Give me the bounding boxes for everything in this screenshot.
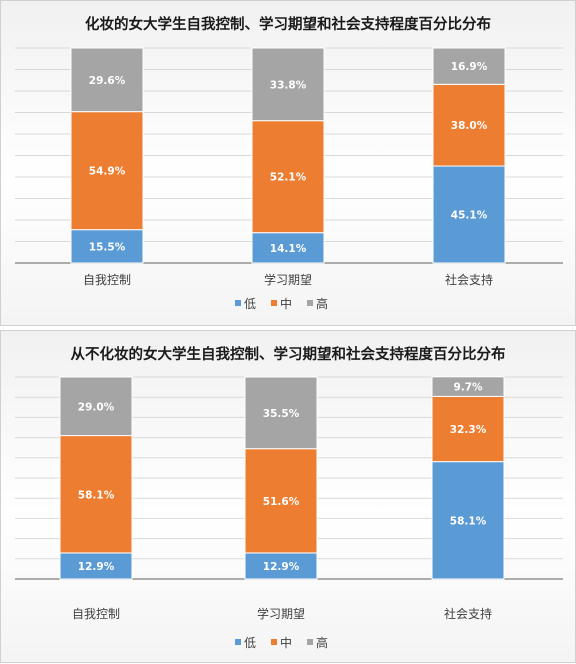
data-label: 14.1% — [270, 243, 307, 255]
category-tick-label: 学习期望 — [257, 606, 305, 621]
data-label: 38.0% — [451, 120, 488, 132]
legend-label: 低 — [244, 297, 256, 311]
bar-segment — [59, 435, 133, 554]
data-label: 58.1% — [78, 489, 115, 501]
data-label: 15.5% — [89, 241, 126, 253]
chart-panel-no-makeup: 从不化妆的女大学生自我控制、学习期望和社会支持程度百分比分布 12.9% 58.1… — [0, 330, 576, 663]
data-label: 35.5% — [263, 408, 300, 420]
category-tick-label: 自我控制 — [72, 607, 120, 621]
bar-segment — [431, 461, 505, 580]
bar-segment — [432, 47, 506, 85]
chart-title: 从不化妆的女大学生自我控制、学习期望和社会支持程度百分比分布 — [70, 347, 506, 363]
category-tick-label: 自我控制 — [83, 273, 131, 287]
data-label: 32.3% — [450, 424, 487, 436]
data-label: 33.8% — [270, 79, 307, 91]
data-label: 58.1% — [450, 515, 487, 527]
data-label: 54.9% — [89, 166, 126, 178]
stacked-bar-chart-makeup: 15.5% 54.9% 29.6% 自我控制 14.1% 52.1% 33.8% 学习期望 45… — [15, 47, 563, 311]
data-label: 29.6% — [89, 75, 126, 87]
category-tick-label: 社会支持 — [445, 272, 493, 287]
data-label: 51.6% — [263, 496, 300, 508]
data-label: 45.1% — [451, 210, 488, 222]
bar-segment — [244, 448, 318, 554]
bar-segment — [431, 395, 505, 463]
bar-segment — [251, 120, 325, 234]
category-tick-label: 学习期望 — [264, 272, 312, 287]
legend-label: 高 — [316, 635, 328, 650]
chart-panel-makeup: 化妆的女大学生自我控制、学习期望和社会支持程度百分比分布 15.5% 54.9% 2… — [0, 0, 576, 326]
legend-swatch — [271, 639, 277, 645]
bar-segment — [244, 376, 318, 450]
legend-swatch — [235, 639, 241, 645]
bar-segment — [244, 552, 318, 580]
legend-swatch — [307, 639, 313, 645]
legend-swatch — [235, 300, 241, 306]
bar-segment — [431, 376, 505, 397]
data-label: 12.9% — [78, 561, 115, 573]
legend-swatch — [307, 300, 313, 306]
data-label: 29.0% — [78, 401, 115, 413]
bar-segment — [70, 47, 144, 113]
legend-label: 高 — [316, 296, 328, 311]
data-label: 16.9% — [451, 61, 488, 73]
bar-segment — [251, 47, 325, 122]
bar-segment — [432, 165, 506, 264]
legend-label: 中 — [280, 635, 292, 650]
legend-swatch — [271, 300, 277, 306]
bar-segment — [59, 376, 133, 437]
bar-segment — [70, 111, 144, 231]
legend-label: 低 — [244, 636, 256, 650]
legend-label: 中 — [280, 296, 292, 311]
data-label: 9.7% — [453, 382, 483, 394]
category-tick-label: 社会支持 — [444, 606, 492, 621]
stacked-bar-chart-no-makeup: 12.9% 58.1% 29.0% 自我控制 12.9% 51.6% 35.5% 学习期望 58… — [15, 376, 563, 650]
chart-title: 化妆的女大学生自我控制、学习期望和社会支持程度百分比分布 — [85, 17, 491, 33]
data-label: 52.1% — [270, 172, 307, 184]
data-label: 12.9% — [263, 561, 300, 573]
bar-segment — [251, 232, 325, 264]
